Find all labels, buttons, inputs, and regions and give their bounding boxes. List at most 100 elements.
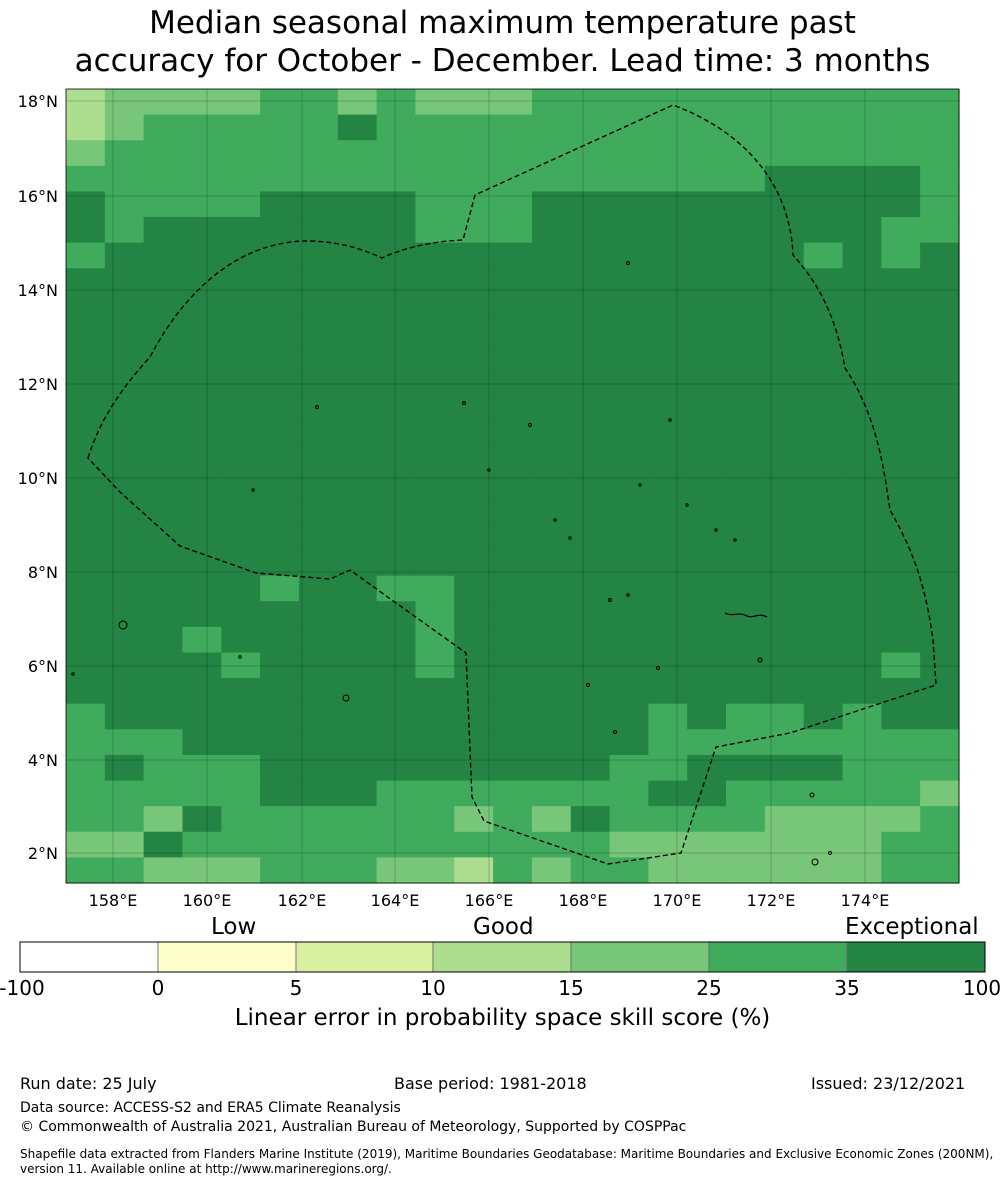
grid-cell [221, 754, 261, 782]
grid-cell [260, 703, 300, 730]
grid-cell [454, 140, 494, 167]
grid-cell [143, 754, 184, 782]
grid-cell [454, 703, 494, 730]
grid-cell [415, 242, 455, 269]
grid-cell [881, 575, 921, 602]
grid-cell [726, 140, 766, 167]
grid-cell [337, 396, 378, 423]
grid-cell [376, 780, 417, 807]
island-outline [71, 672, 75, 676]
grid-cell [454, 114, 494, 141]
grid-cell [66, 857, 106, 884]
grid-cell [920, 703, 960, 730]
grid-cell [881, 652, 921, 679]
grid-cell [143, 217, 184, 244]
grid-cell [104, 678, 145, 705]
grid-cell [66, 293, 106, 321]
grid-cell [842, 524, 882, 551]
colorbar-segment [157, 941, 297, 973]
grid-cell [66, 498, 106, 526]
grid-cell [920, 319, 960, 346]
grid-cell [182, 498, 222, 526]
grid-cell [143, 857, 184, 884]
grid-cell [376, 831, 417, 858]
grid-cell [66, 114, 106, 141]
grid-cell [104, 447, 145, 474]
grid-cell [143, 114, 184, 141]
grid-cell [376, 652, 417, 679]
grid-cell [648, 114, 688, 141]
grid-cell [337, 498, 378, 526]
grid-cell [570, 550, 611, 577]
grid-cell [687, 754, 727, 782]
grid-cell [881, 370, 921, 397]
grid-cell [609, 678, 649, 705]
grid-cell [337, 831, 378, 858]
grid-cell [337, 473, 378, 500]
colorbar-category-exceptional: Exceptional [845, 914, 979, 940]
grid-cell [298, 345, 339, 372]
grid-cell [415, 370, 455, 397]
grid-cell [648, 345, 688, 372]
grid-cell [260, 447, 300, 474]
grid-cell [648, 421, 688, 449]
grid-cell [920, 498, 960, 526]
grid-cell [298, 678, 339, 705]
grid-cell [842, 447, 882, 474]
grid-cell [493, 140, 533, 167]
grid-cell [104, 703, 145, 730]
grid-cell [726, 370, 766, 397]
grid-cell [66, 652, 106, 679]
grid-cell [415, 473, 455, 500]
latitude-labels: 18°N 16°N 14°N 12°N 10°N 8°N 6°N 4°N 2°N [18, 92, 58, 863]
colorbar [19, 941, 986, 973]
grid-cell [842, 140, 882, 167]
grid-cell [454, 652, 494, 679]
colorbar-tick-label: 0 [151, 976, 165, 1000]
grid-cell [298, 89, 339, 116]
grid-cell [298, 242, 339, 269]
grid-cell [531, 498, 572, 526]
longitude-label: 166°E [465, 891, 514, 910]
grid-cell [66, 191, 106, 218]
grid-cell [143, 165, 184, 193]
grid-cell [881, 447, 921, 474]
grid-cell [609, 293, 649, 321]
grid-cell [687, 319, 727, 346]
grid-cell [415, 575, 455, 602]
grid-cell [493, 754, 533, 782]
grid-cell [454, 498, 494, 526]
grid-cell [337, 857, 378, 884]
grid-cell [337, 524, 378, 551]
grid-cell [687, 780, 727, 807]
grid-cell [726, 473, 766, 500]
grid-cell [104, 806, 145, 833]
grid-cell [143, 345, 184, 372]
grid-cell [337, 370, 378, 397]
grid-cell [764, 140, 805, 167]
grid-cell [764, 601, 805, 628]
grid-cell [260, 857, 300, 884]
grid-cell [764, 473, 805, 500]
grid-cell [221, 831, 261, 858]
grid-cell [260, 498, 300, 526]
grid-cell [570, 319, 611, 346]
grid-cell [376, 421, 417, 449]
grid-cell [337, 114, 378, 141]
grid-cell [493, 729, 533, 756]
grid-cell [726, 242, 766, 269]
colorbar-segment [432, 941, 572, 973]
island-outline [608, 598, 612, 602]
grid-cell [881, 268, 921, 295]
grid-cell [726, 831, 766, 858]
grid-cell [66, 780, 106, 807]
longitude-label: 160°E [183, 891, 232, 910]
grid-cell [648, 396, 688, 423]
grid-cell [648, 89, 688, 116]
grid-cell [531, 703, 572, 730]
grid-cell [687, 191, 727, 218]
grid-cell [337, 652, 378, 679]
grid-cell [531, 575, 572, 602]
grid-cell [182, 806, 222, 833]
grid-cell [687, 806, 727, 833]
